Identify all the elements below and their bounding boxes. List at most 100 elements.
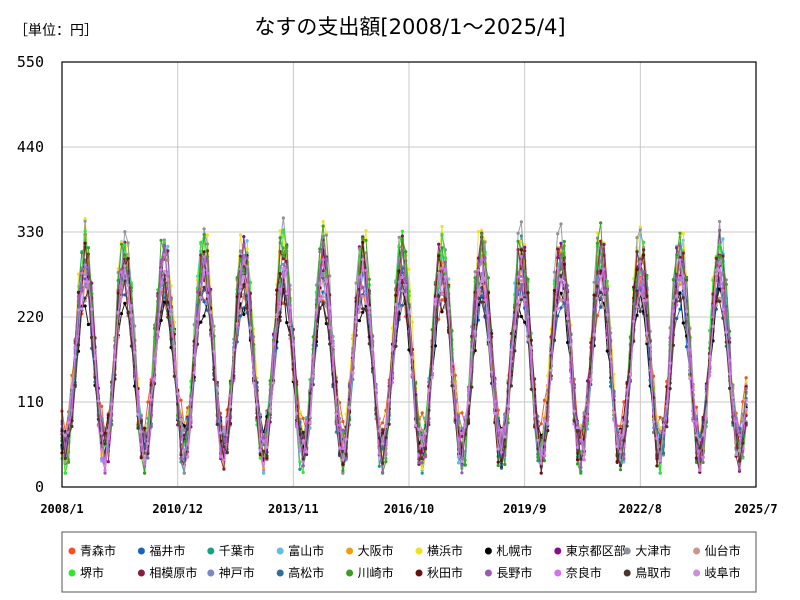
data-point — [245, 264, 249, 269]
data-point — [599, 245, 603, 249]
data-point — [238, 309, 243, 313]
data-point — [516, 239, 520, 243]
data-point — [179, 453, 183, 457]
legend-label: 仙台市 — [705, 543, 741, 558]
data-point — [245, 283, 249, 287]
data-point — [443, 297, 447, 301]
y-tick-label: 550 — [17, 53, 44, 71]
data-point — [592, 280, 596, 284]
data-point — [262, 436, 266, 440]
data-point — [397, 244, 401, 248]
data-point — [420, 461, 424, 465]
data-point — [126, 257, 130, 261]
data-point — [258, 448, 262, 452]
data-point — [281, 266, 285, 271]
data-point — [440, 310, 444, 314]
data-point — [556, 266, 560, 270]
data-point — [698, 468, 702, 472]
data-point — [526, 338, 530, 342]
data-point — [618, 450, 623, 454]
data-point — [536, 438, 540, 442]
data-point — [199, 267, 203, 271]
legend-item: 東京都区部 — [554, 543, 626, 558]
data-point — [450, 384, 454, 388]
legend-marker — [346, 547, 354, 555]
data-point — [123, 230, 127, 234]
data-point — [215, 422, 219, 426]
data-point — [622, 400, 626, 404]
data-point — [384, 436, 388, 440]
data-point — [321, 276, 325, 280]
data-point — [423, 431, 428, 436]
data-point — [480, 300, 484, 304]
data-point — [172, 344, 176, 349]
data-point — [328, 306, 332, 310]
data-point — [357, 305, 361, 309]
data-point — [222, 445, 226, 449]
x-tick-label: 2010/12 — [152, 502, 203, 516]
data-point — [113, 358, 117, 362]
data-point — [381, 470, 385, 474]
data-point — [718, 243, 722, 247]
data-point — [159, 258, 163, 262]
data-point — [536, 459, 540, 463]
data-point — [476, 288, 480, 292]
data-point — [90, 307, 94, 311]
data-point — [90, 292, 94, 296]
legend-marker — [415, 547, 423, 555]
data-point — [605, 349, 609, 353]
data-point — [179, 460, 183, 464]
data-point — [281, 228, 285, 232]
data-point — [205, 294, 209, 298]
data-point — [407, 310, 411, 314]
data-point — [724, 330, 728, 334]
data-point — [671, 299, 676, 303]
data-point — [645, 314, 649, 318]
data-point — [119, 242, 124, 246]
data-point — [361, 294, 365, 298]
data-point — [592, 332, 596, 337]
data-point — [364, 308, 368, 312]
data-point — [262, 439, 266, 443]
data-point — [638, 286, 642, 290]
data-point — [83, 241, 87, 245]
data-point — [457, 415, 461, 419]
data-point — [638, 228, 642, 232]
data-point — [166, 244, 170, 248]
data-point — [367, 306, 371, 310]
data-point — [156, 330, 160, 334]
data-point — [437, 242, 441, 246]
data-point — [718, 262, 722, 266]
data-point — [186, 455, 190, 459]
data-point — [182, 433, 186, 437]
data-point — [331, 343, 335, 347]
data-point — [129, 344, 133, 348]
data-point — [381, 442, 385, 446]
data-point — [384, 451, 388, 455]
data-point — [559, 274, 563, 278]
data-point — [400, 248, 404, 252]
data-point — [645, 298, 649, 302]
data-point — [202, 255, 206, 259]
data-point — [599, 305, 603, 309]
data-point — [139, 430, 143, 434]
data-point — [298, 467, 302, 471]
data-point — [242, 274, 246, 279]
data-point — [228, 405, 233, 409]
data-point — [562, 280, 566, 284]
data-point — [437, 317, 441, 321]
data-point — [642, 240, 646, 244]
data-point — [182, 464, 186, 468]
data-point — [182, 471, 186, 475]
data-point — [440, 266, 444, 270]
data-point — [460, 471, 464, 475]
legend-marker — [276, 547, 284, 555]
data-point — [460, 459, 464, 464]
data-point — [704, 416, 709, 420]
data-point — [542, 454, 547, 458]
data-point — [440, 293, 444, 297]
data-point — [714, 256, 718, 260]
data-point — [222, 458, 226, 462]
data-point — [334, 412, 338, 416]
data-point — [440, 246, 444, 250]
